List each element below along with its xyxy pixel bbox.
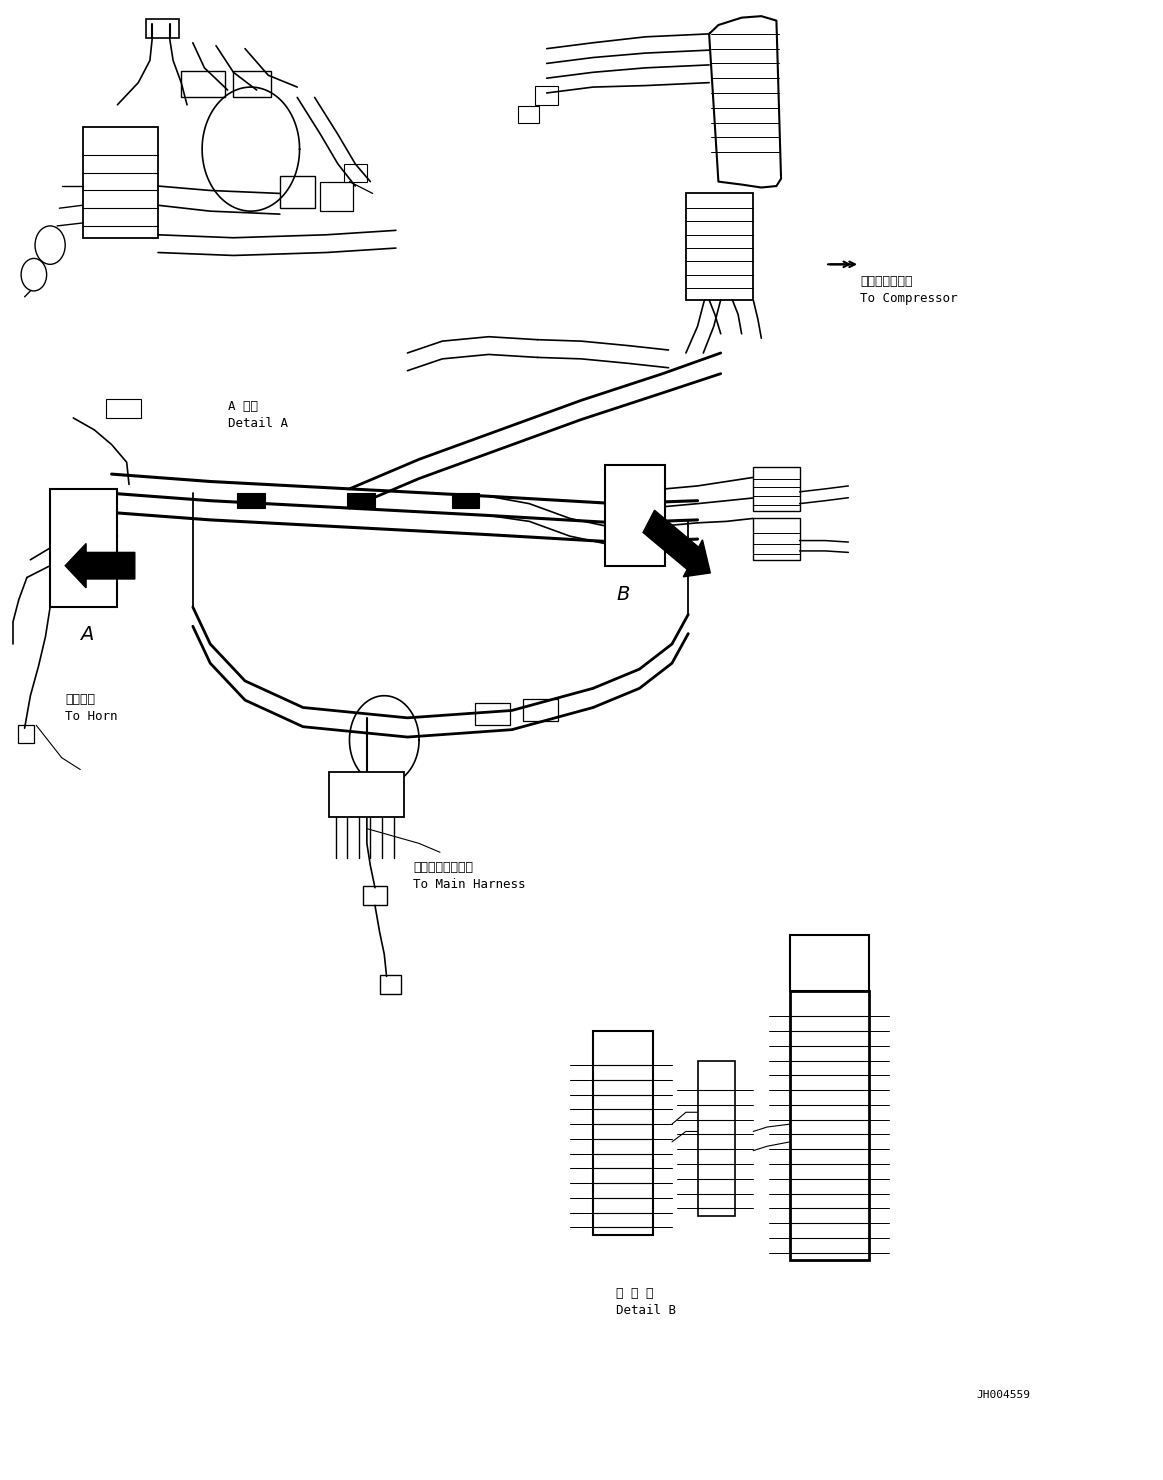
Text: コンプレッサへ
To Compressor: コンプレッサへ To Compressor — [859, 275, 957, 305]
Bar — [343, 164, 366, 182]
Bar — [280, 176, 315, 209]
Bar — [754, 466, 800, 511]
Bar — [181, 71, 226, 98]
FancyArrow shape — [65, 543, 135, 588]
Bar — [754, 518, 800, 559]
Text: ホーンへ
To Horn: ホーンへ To Horn — [65, 693, 117, 722]
Bar — [347, 493, 374, 508]
Bar — [698, 1061, 735, 1215]
Text: B: B — [616, 585, 629, 604]
Bar — [50, 488, 117, 607]
Bar — [451, 493, 479, 508]
Text: A 詳細
Detail A: A 詳細 Detail A — [228, 400, 287, 431]
Circle shape — [35, 226, 65, 265]
Bar — [106, 398, 141, 417]
Bar — [147, 19, 179, 38]
Text: 日 詳 細
Detail B: 日 詳 細 Detail B — [616, 1286, 677, 1317]
Bar — [791, 935, 869, 992]
Bar — [363, 887, 386, 906]
Bar — [791, 992, 869, 1259]
Bar — [518, 107, 538, 123]
Bar — [475, 703, 509, 725]
Bar — [593, 1032, 654, 1234]
Bar — [321, 182, 352, 212]
Bar — [379, 975, 400, 995]
Bar — [83, 127, 158, 238]
Bar — [535, 86, 558, 105]
Text: JH004559: JH004559 — [976, 1390, 1030, 1400]
Text: A: A — [80, 625, 94, 644]
Bar — [17, 725, 34, 743]
Circle shape — [21, 259, 47, 292]
Text: メインハーネスへ
To Main Harness: メインハーネスへ To Main Harness — [413, 861, 526, 891]
Bar — [329, 773, 404, 817]
FancyArrow shape — [643, 511, 711, 577]
Bar — [605, 465, 665, 565]
Bar — [523, 699, 558, 721]
Bar — [234, 71, 271, 98]
Bar — [237, 493, 265, 508]
Bar — [686, 194, 754, 300]
